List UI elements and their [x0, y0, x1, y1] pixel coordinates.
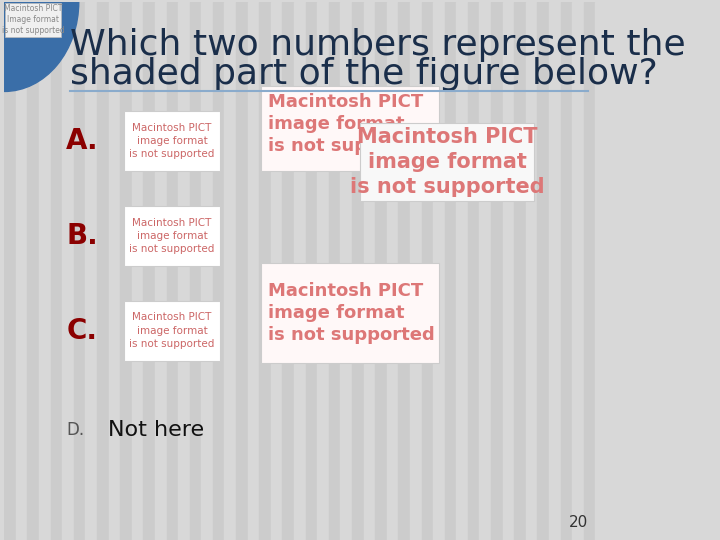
Bar [120, 2, 132, 540]
Bar [433, 2, 445, 540]
Bar [248, 2, 259, 540]
Bar [352, 2, 364, 540]
Bar [39, 2, 50, 540]
FancyBboxPatch shape [5, 3, 61, 37]
Bar [225, 2, 236, 540]
Text: A.: A. [66, 127, 99, 156]
Bar [468, 2, 480, 540]
Wedge shape [4, 2, 78, 91]
FancyBboxPatch shape [261, 263, 439, 362]
FancyBboxPatch shape [360, 123, 534, 201]
FancyBboxPatch shape [261, 86, 439, 171]
Text: Macintosh PICT
image format
is not supported: Macintosh PICT image format is not suppo… [129, 218, 215, 254]
Bar [62, 2, 73, 540]
Bar [259, 2, 271, 540]
Text: Macintosh PICT
image format
is not supported: Macintosh PICT image format is not suppo… [350, 127, 544, 197]
Bar [375, 2, 387, 540]
Bar [166, 2, 178, 540]
Bar [27, 2, 39, 540]
Text: Macintosh PICT
Image format
is not supported: Macintosh PICT Image format is not suppo… [2, 4, 65, 35]
Bar [4, 2, 16, 540]
Bar [97, 2, 109, 540]
Bar [387, 2, 398, 540]
Bar [537, 2, 549, 540]
Text: Macintosh PICT
image format
is not supported: Macintosh PICT image format is not suppo… [129, 313, 215, 349]
Text: Macintosh PICT
image format
is not suppo: Macintosh PICT image format is not suppo [268, 93, 423, 155]
Text: Which two numbers represent the: Which two numbers represent the [71, 28, 686, 62]
Text: 20: 20 [569, 515, 588, 530]
Bar [329, 2, 341, 540]
Text: Macintosh PICT
image format
is not supported: Macintosh PICT image format is not suppo… [268, 281, 434, 344]
Bar [445, 2, 456, 540]
Bar [132, 2, 143, 540]
Bar [282, 2, 294, 540]
Text: B.: B. [66, 222, 98, 250]
Bar [16, 2, 27, 540]
Bar [364, 2, 375, 540]
Bar [561, 2, 572, 540]
Bar [155, 2, 166, 540]
Bar [73, 2, 86, 540]
Bar [143, 2, 155, 540]
Bar [86, 2, 97, 540]
Bar [456, 2, 468, 540]
Bar [514, 2, 526, 540]
FancyBboxPatch shape [125, 206, 220, 266]
Bar [189, 2, 202, 540]
Bar [341, 2, 352, 540]
Bar [584, 2, 595, 540]
Bar [549, 2, 561, 540]
FancyBboxPatch shape [125, 111, 220, 171]
Bar [398, 2, 410, 540]
Text: D.: D. [66, 421, 84, 440]
Bar [109, 2, 120, 540]
Bar [318, 2, 329, 540]
Text: C.: C. [66, 316, 97, 345]
FancyBboxPatch shape [125, 301, 220, 361]
Bar [572, 2, 584, 540]
Text: shaded part of the figure below?: shaded part of the figure below? [71, 57, 658, 91]
Text: Macintosh PICT
image format
is not supported: Macintosh PICT image format is not suppo… [129, 123, 215, 159]
Bar [421, 2, 433, 540]
Bar [595, 2, 607, 540]
Bar [526, 2, 537, 540]
Bar [294, 2, 305, 540]
Bar [213, 2, 225, 540]
Bar [491, 2, 503, 540]
Bar [178, 2, 189, 540]
Bar [503, 2, 514, 540]
Bar [50, 2, 62, 540]
Bar [202, 2, 213, 540]
Bar [305, 2, 318, 540]
Bar [410, 2, 421, 540]
Bar [271, 2, 282, 540]
Text: Not here: Not here [108, 420, 204, 440]
Bar [236, 2, 248, 540]
Bar [480, 2, 491, 540]
